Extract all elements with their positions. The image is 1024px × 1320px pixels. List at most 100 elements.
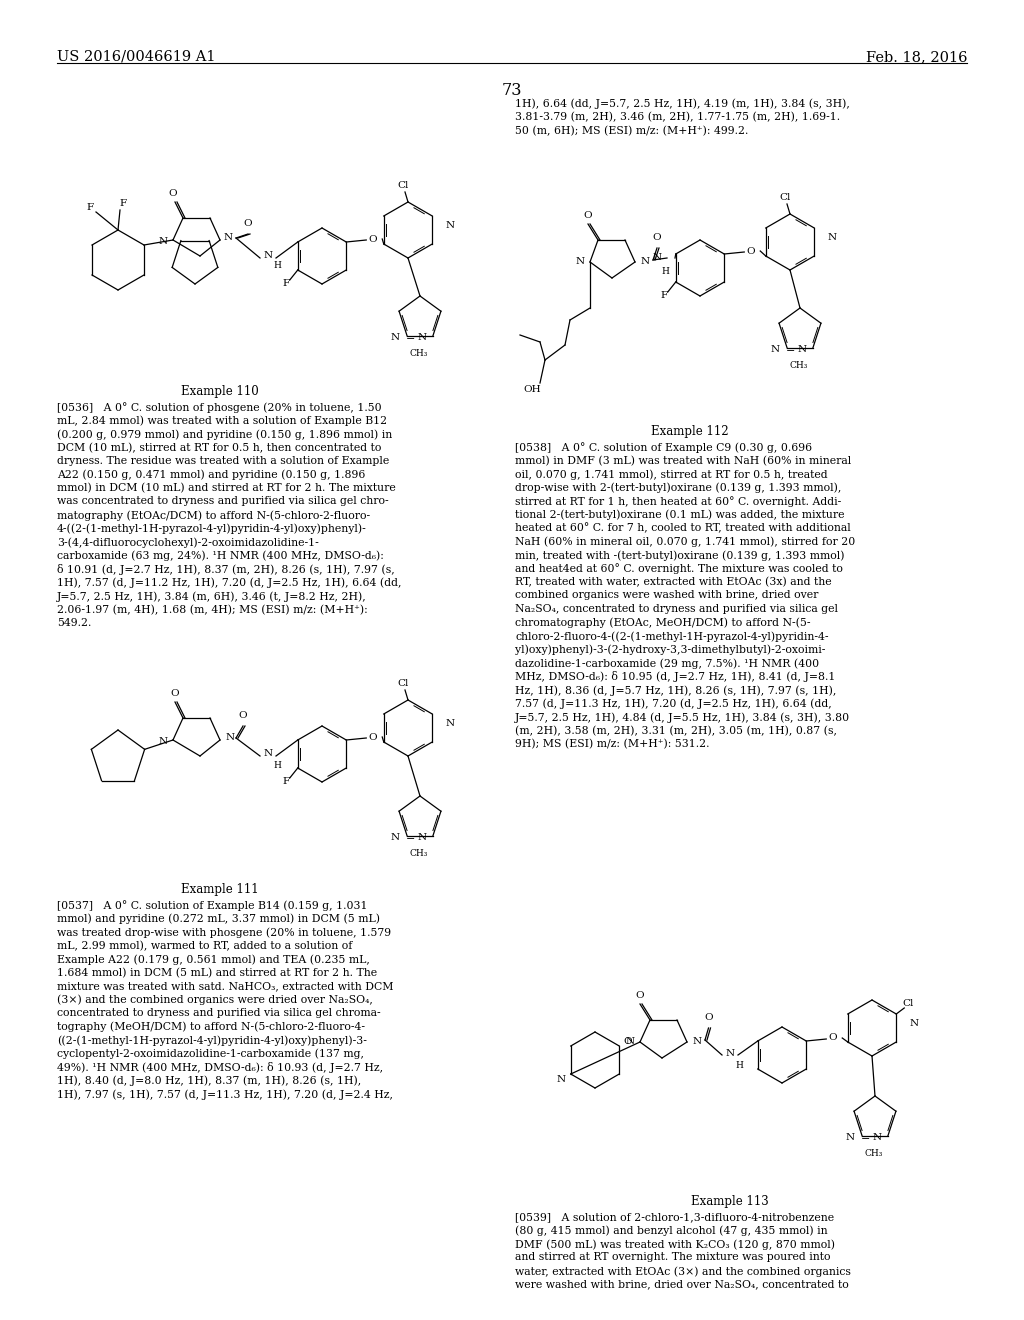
Text: H: H [273, 261, 281, 271]
Text: N: N [263, 252, 272, 260]
Text: N: N [263, 750, 272, 759]
Text: Example 110: Example 110 [181, 385, 259, 399]
Text: 50 (m, 6H); MS (ESI) m/z: (M+H⁺): 499.2.: 50 (m, 6H); MS (ESI) m/z: (M+H⁺): 499.2. [515, 125, 749, 136]
Text: 1H), 6.64 (dd, J=5.7, 2.5 Hz, 1H), 4.19 (m, 1H), 3.84 (s, 3H),: 1H), 6.64 (dd, J=5.7, 2.5 Hz, 1H), 4.19 … [515, 98, 850, 108]
Text: O: O [705, 1014, 713, 1023]
Text: tional 2-(tert-butyl)oxirane (0.1 mL) was added, the mixture: tional 2-(tert-butyl)oxirane (0.1 mL) wa… [515, 510, 845, 520]
Text: O: O [623, 1036, 632, 1045]
Text: US 2016/0046619 A1: US 2016/0046619 A1 [57, 50, 215, 63]
Text: N: N [692, 1038, 701, 1047]
Text: [0537]   A 0° C. solution of Example B14 (0.159 g, 1.031: [0537] A 0° C. solution of Example B14 (… [57, 900, 368, 911]
Text: O: O [171, 689, 179, 697]
Text: (m, 2H), 3.58 (m, 2H), 3.31 (m, 2H), 3.05 (m, 1H), 0.87 (s,: (m, 2H), 3.58 (m, 2H), 3.31 (m, 2H), 3.0… [515, 726, 837, 735]
Text: MHz, DMSO-d₆): δ 10.95 (d, J=2.7 Hz, 1H), 8.41 (d, J=8.1: MHz, DMSO-d₆): δ 10.95 (d, J=2.7 Hz, 1H)… [515, 672, 836, 682]
Text: heated at 60° C. for 7 h, cooled to RT, treated with additional: heated at 60° C. for 7 h, cooled to RT, … [515, 523, 851, 533]
Text: ((2-(1-methyl-1H-pyrazol-4-yl)pyridin-4-yl)oxy)phenyl)-3-: ((2-(1-methyl-1H-pyrazol-4-yl)pyridin-4-… [57, 1035, 367, 1045]
Text: N: N [575, 257, 585, 267]
Text: 9H); MS (ESI) m/z: (M+H⁺): 531.2.: 9H); MS (ESI) m/z: (M+H⁺): 531.2. [515, 739, 710, 750]
Text: combined organics were washed with brine, dried over: combined organics were washed with brine… [515, 590, 818, 601]
Text: =: = [406, 333, 415, 343]
Text: O: O [652, 234, 662, 243]
Text: Example 113: Example 113 [691, 1195, 769, 1208]
Text: H: H [662, 268, 669, 276]
Text: F: F [283, 777, 290, 787]
Text: 2.06-1.97 (m, 4H), 1.68 (m, 4H); MS (ESI) m/z: (M+H⁺):: 2.06-1.97 (m, 4H), 1.68 (m, 4H); MS (ESI… [57, 605, 368, 615]
Text: N: N [446, 220, 455, 230]
Text: O: O [636, 990, 644, 999]
Text: tography (MeOH/DCM) to afford N-(5-chloro-2-fluoro-4-: tography (MeOH/DCM) to afford N-(5-chlor… [57, 1022, 365, 1032]
Text: dazolidine-1-carboxamide (29 mg, 7.5%). ¹H NMR (400: dazolidine-1-carboxamide (29 mg, 7.5%). … [515, 657, 819, 668]
Text: N: N [910, 1019, 920, 1027]
Text: δ 10.91 (d, J=2.7 Hz, 1H), 8.37 (m, 2H), 8.26 (s, 1H), 7.97 (s,: δ 10.91 (d, J=2.7 Hz, 1H), 8.37 (m, 2H),… [57, 564, 394, 576]
Text: CH₃: CH₃ [790, 362, 808, 371]
Text: DMF (500 mL) was treated with K₂CO₃ (120 g, 870 mmol): DMF (500 mL) was treated with K₂CO₃ (120… [515, 1239, 835, 1250]
Text: mmol) in DMF (3 mL) was treated with NaH (60% in mineral: mmol) in DMF (3 mL) was treated with NaH… [515, 455, 851, 466]
Text: Cl: Cl [902, 999, 914, 1008]
Text: O: O [169, 189, 177, 198]
Text: carboxamide (63 mg, 24%). ¹H NMR (400 MHz, DMSO-d₆):: carboxamide (63 mg, 24%). ¹H NMR (400 MH… [57, 550, 384, 561]
Text: O: O [368, 733, 377, 742]
Text: N: N [846, 1134, 855, 1142]
Text: 3.81-3.79 (m, 2H), 3.46 (m, 2H), 1.77-1.75 (m, 2H), 1.69-1.: 3.81-3.79 (m, 2H), 3.46 (m, 2H), 1.77-1.… [515, 112, 840, 123]
Text: Example A22 (0.179 g, 0.561 mmol) and TEA (0.235 mL,: Example A22 (0.179 g, 0.561 mmol) and TE… [57, 954, 370, 965]
Text: =: = [406, 833, 415, 842]
Text: Cl: Cl [397, 680, 409, 689]
Text: N: N [556, 1074, 565, 1084]
Text: O: O [745, 247, 755, 256]
Text: N: N [159, 238, 168, 247]
Text: min, treated with -(tert-butyl)oxirane (0.139 g, 1.393 mmol): min, treated with -(tert-butyl)oxirane (… [515, 550, 845, 561]
Text: was treated drop-wise with phosgene (20% in toluene, 1.579: was treated drop-wise with phosgene (20%… [57, 927, 391, 937]
Text: O: O [244, 219, 252, 228]
Text: chloro-2-fluoro-4-((2-(1-methyl-1H-pyrazol-4-yl)pyridin-4-: chloro-2-fluoro-4-((2-(1-methyl-1H-pyraz… [515, 631, 828, 642]
Text: mL, 2.84 mmol) was treated with a solution of Example B12: mL, 2.84 mmol) was treated with a soluti… [57, 416, 387, 426]
Text: 73: 73 [502, 82, 522, 99]
Text: drop-wise with 2-(tert-butyl)oxirane (0.139 g, 1.393 mmol),: drop-wise with 2-(tert-butyl)oxirane (0.… [515, 483, 842, 494]
Text: oil, 0.070 g, 1.741 mmol), stirred at RT for 0.5 h, treated: oil, 0.070 g, 1.741 mmol), stirred at RT… [515, 469, 827, 479]
Text: (0.200 g, 0.979 mmol) and pyridine (0.150 g, 1.896 mmol) in: (0.200 g, 0.979 mmol) and pyridine (0.15… [57, 429, 392, 440]
Text: H: H [735, 1060, 743, 1069]
Text: F: F [660, 292, 668, 301]
Text: N: N [418, 333, 427, 342]
Text: A22 (0.150 g, 0.471 mmol) and pyridine (0.150 g, 1.896: A22 (0.150 g, 0.471 mmol) and pyridine (… [57, 470, 366, 480]
Text: [0536]   A 0° C. solution of phosgene (20% in toluene, 1.50: [0536] A 0° C. solution of phosgene (20%… [57, 403, 382, 413]
Text: 7.57 (d, J=11.3 Hz, 1H), 7.20 (d, J=2.5 Hz, 1H), 6.64 (dd,: 7.57 (d, J=11.3 Hz, 1H), 7.20 (d, J=2.5 … [515, 698, 831, 709]
Text: F: F [86, 203, 93, 213]
Text: (3×) and the combined organics were dried over Na₂SO₄,: (3×) and the combined organics were drie… [57, 994, 373, 1005]
Text: mixture was treated with satd. NaHCO₃, extracted with DCM: mixture was treated with satd. NaHCO₃, e… [57, 981, 393, 991]
Text: =: = [860, 1133, 869, 1143]
Text: N: N [725, 1048, 734, 1057]
Text: Hz, 1H), 8.36 (d, J=5.7 Hz, 1H), 8.26 (s, 1H), 7.97 (s, 1H),: Hz, 1H), 8.36 (d, J=5.7 Hz, 1H), 8.26 (s… [515, 685, 837, 696]
Text: water, extracted with EtOAc (3×) and the combined organics: water, extracted with EtOAc (3×) and the… [515, 1266, 851, 1276]
Text: 3-(4,4-difluorocyclohexyl)-2-oxoimidazolidine-1-: 3-(4,4-difluorocyclohexyl)-2-oxoimidazol… [57, 537, 318, 548]
Text: J=5.7, 2.5 Hz, 1H), 4.84 (d, J=5.5 Hz, 1H), 3.84 (s, 3H), 3.80: J=5.7, 2.5 Hz, 1H), 4.84 (d, J=5.5 Hz, 1… [515, 711, 850, 722]
Text: Example 111: Example 111 [181, 883, 259, 896]
Text: 1H), 7.57 (d, J=11.2 Hz, 1H), 7.20 (d, J=2.5 Hz, 1H), 6.64 (dd,: 1H), 7.57 (d, J=11.2 Hz, 1H), 7.20 (d, J… [57, 578, 401, 589]
Text: CH₃: CH₃ [865, 1150, 884, 1158]
Text: concentrated to dryness and purified via silica gel chroma-: concentrated to dryness and purified via… [57, 1008, 381, 1018]
Text: 49%). ¹H NMR (400 MHz, DMSO-d₆): δ 10.93 (d, J=2.7 Hz,: 49%). ¹H NMR (400 MHz, DMSO-d₆): δ 10.93… [57, 1063, 383, 1073]
Text: stirred at RT for 1 h, then heated at 60° C. overnight. Addi-: stirred at RT for 1 h, then heated at 60… [515, 496, 842, 507]
Text: J=5.7, 2.5 Hz, 1H), 3.84 (m, 6H), 3.46 (t, J=8.2 Hz, 2H),: J=5.7, 2.5 Hz, 1H), 3.84 (m, 6H), 3.46 (… [57, 591, 367, 602]
Text: O: O [239, 711, 248, 721]
Text: were washed with brine, dried over Na₂SO₄, concentrated to: were washed with brine, dried over Na₂SO… [515, 1279, 849, 1290]
Text: 1.684 mmol) in DCM (5 mL) and stirred at RT for 2 h. The: 1.684 mmol) in DCM (5 mL) and stirred at… [57, 968, 377, 978]
Text: CH₃: CH₃ [410, 849, 428, 858]
Text: Cl: Cl [779, 194, 791, 202]
Text: 1H), 7.97 (s, 1H), 7.57 (d, J=11.3 Hz, 1H), 7.20 (d, J=2.4 Hz,: 1H), 7.97 (s, 1H), 7.57 (d, J=11.3 Hz, 1… [57, 1089, 393, 1100]
Text: Example 112: Example 112 [651, 425, 729, 438]
Text: [0539]   A solution of 2-chloro-1,3-difluoro-4-nitrobenzene: [0539] A solution of 2-chloro-1,3-difluo… [515, 1212, 835, 1222]
Text: chromatography (EtOAc, MeOH/DCM) to afford N-(5-: chromatography (EtOAc, MeOH/DCM) to affo… [515, 618, 811, 628]
Text: (80 g, 415 mmol) and benzyl alcohol (47 g, 435 mmol) in: (80 g, 415 mmol) and benzyl alcohol (47 … [515, 1225, 827, 1236]
Text: cyclopentyl-2-oxoimidazolidine-1-carboxamide (137 mg,: cyclopentyl-2-oxoimidazolidine-1-carboxa… [57, 1048, 364, 1059]
Text: N: N [626, 1038, 635, 1047]
Text: N: N [640, 257, 649, 267]
Text: N: N [872, 1134, 882, 1142]
Text: F: F [120, 199, 127, 209]
Text: [0538]   A 0° C. solution of Example C9 (0.30 g, 0.696: [0538] A 0° C. solution of Example C9 (0… [515, 442, 812, 453]
Text: N: N [225, 734, 234, 742]
Text: Feb. 18, 2016: Feb. 18, 2016 [865, 50, 967, 63]
Text: Cl: Cl [397, 181, 409, 190]
Text: CH₃: CH₃ [410, 350, 428, 358]
Text: matography (EtOAc/DCM) to afford N-(5-chloro-2-fluoro-: matography (EtOAc/DCM) to afford N-(5-ch… [57, 510, 370, 520]
Text: N: N [418, 833, 427, 842]
